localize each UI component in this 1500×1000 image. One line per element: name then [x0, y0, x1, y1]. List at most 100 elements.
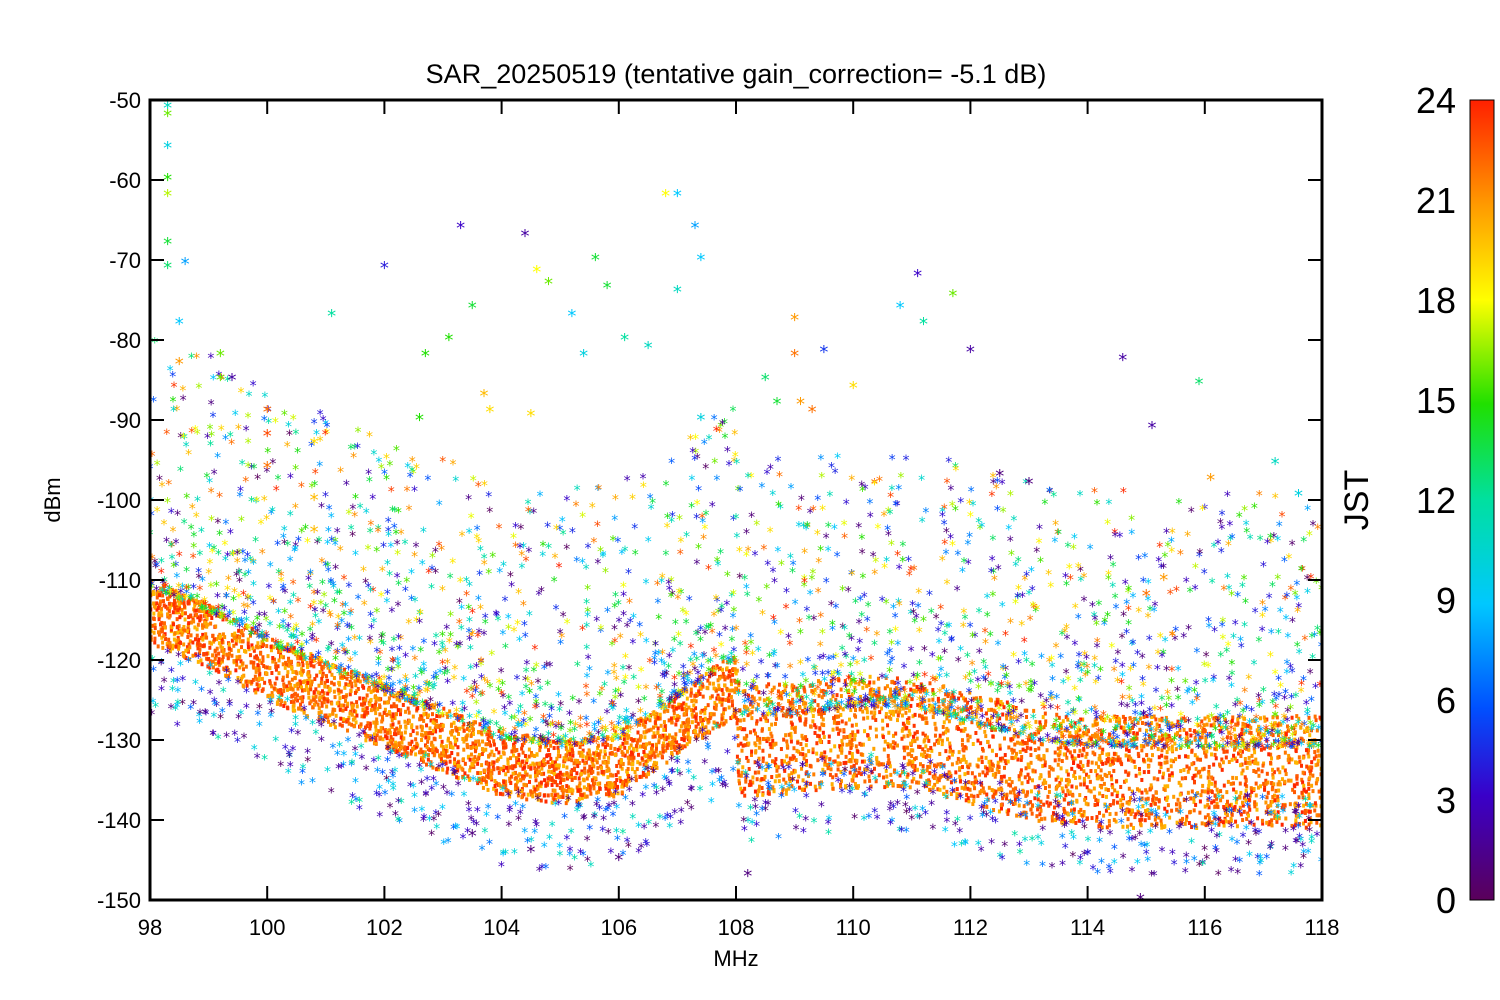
noise-point — [837, 731, 841, 736]
noise-point — [682, 701, 686, 706]
noise-point — [784, 791, 788, 796]
noise-point — [931, 691, 935, 696]
noise-point — [882, 747, 886, 752]
noise-point — [553, 788, 557, 793]
noise-point — [888, 743, 892, 748]
noise-point — [1253, 804, 1257, 809]
noise-point — [712, 686, 716, 691]
noise-point — [289, 665, 293, 670]
noise-point — [669, 746, 673, 751]
noise-point — [1254, 781, 1258, 786]
noise-point — [484, 742, 488, 747]
noise-point — [615, 763, 619, 768]
noise-point — [353, 724, 357, 729]
noise-point — [480, 763, 484, 768]
noise-point — [1124, 769, 1128, 774]
noise-point — [611, 773, 615, 778]
noise-point — [960, 765, 964, 770]
noise-point — [1072, 760, 1076, 765]
noise-point — [289, 682, 293, 687]
noise-point — [1194, 766, 1198, 771]
noise-point — [567, 785, 571, 790]
noise-point — [744, 736, 748, 741]
noise-point — [803, 705, 807, 710]
noise-point — [491, 764, 495, 769]
noise-point — [1037, 730, 1041, 735]
noise-point — [736, 734, 740, 739]
noise-point — [492, 760, 496, 765]
noise-point — [591, 762, 595, 767]
noise-point — [645, 729, 649, 734]
noise-point — [756, 793, 760, 798]
noise-point — [378, 703, 382, 708]
noise-point — [802, 685, 806, 690]
noise-point — [731, 688, 735, 693]
noise-point — [200, 623, 204, 628]
noise-point — [1290, 757, 1294, 762]
noise-point — [721, 692, 725, 697]
noise-point — [1070, 808, 1074, 813]
noise-point — [651, 734, 655, 739]
noise-point — [306, 678, 310, 683]
noise-point — [196, 641, 200, 646]
noise-point — [161, 640, 165, 645]
noise-point — [1190, 789, 1194, 794]
noise-point — [496, 766, 500, 771]
noise-point — [515, 760, 519, 765]
noise-point — [1077, 764, 1081, 769]
noise-point — [217, 641, 221, 646]
noise-point — [894, 709, 898, 714]
noise-point — [1166, 803, 1170, 808]
noise-point — [1317, 753, 1321, 758]
noise-point — [862, 767, 866, 772]
noise-point — [908, 732, 912, 737]
noise-point — [465, 742, 469, 747]
noise-point — [358, 696, 362, 701]
noise-point — [1049, 766, 1053, 771]
noise-point — [1243, 782, 1247, 787]
noise-point — [694, 724, 698, 729]
noise-point — [187, 621, 191, 626]
noise-point — [942, 763, 946, 768]
noise-point — [171, 643, 175, 648]
noise-point — [820, 722, 824, 727]
noise-point — [162, 634, 166, 639]
chart-title: SAR_20250519 (tentative gain_correction=… — [426, 59, 1047, 89]
noise-point — [1239, 763, 1243, 768]
noise-point — [178, 606, 182, 611]
noise-point — [630, 767, 634, 772]
noise-point — [571, 788, 575, 793]
noise-point — [347, 721, 351, 726]
noise-point — [1229, 818, 1233, 823]
noise-point — [1024, 766, 1028, 771]
noise-point — [434, 747, 438, 752]
noise-point — [970, 771, 974, 776]
noise-point — [530, 753, 534, 758]
noise-point — [1139, 743, 1143, 748]
noise-point — [257, 668, 261, 673]
noise-point — [304, 684, 308, 689]
noise-point — [1078, 793, 1082, 798]
noise-point — [989, 766, 993, 771]
noise-point — [493, 783, 497, 788]
noise-point — [368, 702, 372, 707]
noise-point — [287, 680, 291, 685]
noise-point — [1266, 790, 1270, 795]
noise-point — [923, 733, 927, 738]
noise-point — [375, 733, 379, 738]
noise-point — [660, 754, 664, 759]
noise-point — [1250, 753, 1254, 758]
noise-point — [835, 726, 839, 731]
noise-point — [548, 774, 552, 779]
noise-point — [205, 624, 209, 629]
noise-point — [631, 746, 635, 751]
noise-point — [564, 740, 568, 745]
noise-point — [1222, 823, 1226, 828]
noise-point — [790, 725, 794, 730]
noise-point — [1207, 769, 1211, 774]
noise-point — [379, 735, 383, 740]
noise-point — [757, 756, 761, 761]
noise-point — [743, 743, 747, 748]
noise-point — [1229, 781, 1233, 786]
noise-point — [238, 654, 242, 659]
